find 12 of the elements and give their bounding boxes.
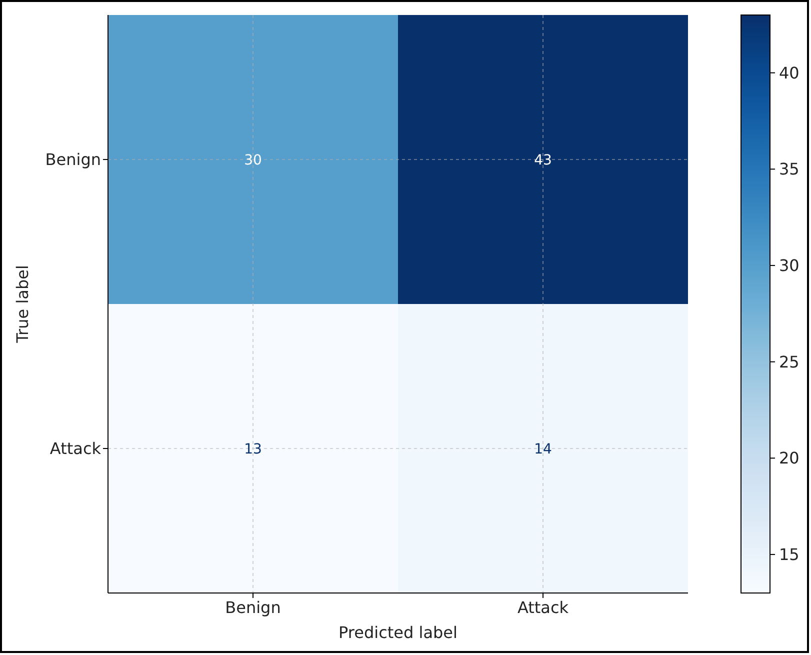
color-bar-label: 25 (779, 352, 800, 372)
color-bar-label: 35 (779, 160, 800, 179)
data-label: 30 (244, 152, 262, 168)
color-bar-label: 15 (779, 545, 800, 564)
color-bar-label: 20 (779, 448, 800, 468)
data-label: 43 (534, 152, 552, 168)
y-axis-title: True label (13, 265, 32, 344)
data-label: 13 (244, 441, 262, 458)
color-bar-label: 30 (779, 256, 800, 276)
color-bar-label: 40 (779, 63, 800, 82)
data-label: 14 (534, 441, 552, 458)
x-axis-title: Predicted label (338, 623, 458, 642)
